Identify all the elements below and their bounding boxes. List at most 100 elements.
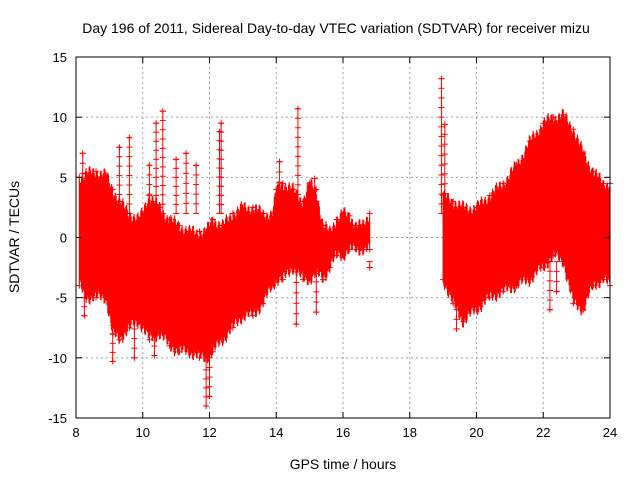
y-tick-label: 5 [60, 170, 67, 185]
y-tick-label: -15 [48, 411, 67, 426]
data-point-marker [126, 324, 133, 331]
data-point-marker [203, 228, 210, 235]
data-point-marker [186, 348, 193, 355]
data-point-marker [450, 198, 457, 205]
x-tick-label: 8 [72, 425, 79, 440]
spike-point [276, 158, 283, 165]
spike-point [126, 134, 133, 141]
data-point-marker [176, 348, 183, 355]
data-point-marker [306, 180, 313, 187]
spike-point [131, 354, 138, 361]
data-point-marker [196, 354, 203, 361]
data-point-marker [513, 162, 520, 169]
data-point-marker [346, 246, 353, 253]
data-point-marker [600, 276, 607, 283]
data-point-marker [353, 222, 360, 229]
data-point-marker [560, 111, 567, 118]
x-tick-label: 22 [536, 425, 550, 440]
spike-point [173, 156, 180, 163]
spike-point [81, 312, 88, 319]
data-point-marker [570, 300, 577, 307]
data-point-marker [166, 342, 173, 349]
data-point-marker [229, 210, 236, 217]
data-point-marker [346, 212, 353, 219]
data-point-marker [526, 138, 533, 145]
data-point-marker [540, 264, 547, 271]
data-point-marker [360, 222, 367, 229]
data-point-marker [156, 204, 163, 211]
data-point-marker [450, 300, 457, 307]
data-point-marker [269, 282, 276, 289]
data-point-marker [109, 186, 116, 193]
y-tick-label: 15 [53, 50, 67, 65]
data-point-marker [219, 222, 226, 229]
data-point-marker [600, 180, 607, 187]
data-point-marker [500, 288, 507, 295]
spike-point [438, 75, 445, 82]
x-tick-label: 20 [469, 425, 483, 440]
data-point-marker [289, 264, 296, 271]
spike-point [546, 306, 553, 313]
data-point-marker [166, 216, 173, 223]
spike-point [366, 264, 373, 271]
data-point-marker [103, 171, 110, 178]
data-point-marker [76, 282, 83, 289]
y-tick-label: 10 [53, 110, 67, 125]
data-point-marker [366, 210, 373, 217]
data-layer [76, 75, 613, 409]
data-point-marker [103, 294, 110, 301]
data-point-marker [229, 324, 236, 331]
data-point-marker [319, 222, 326, 229]
spike-point [151, 352, 158, 359]
data-point-marker [136, 216, 143, 223]
data-point-marker [580, 150, 587, 157]
data-point-marker [299, 198, 306, 205]
data-point-marker [93, 294, 100, 301]
data-point-marker [560, 258, 567, 265]
data-point-marker [209, 216, 216, 223]
chart-title: Day 196 of 2011, Sidereal Day-to-day VTE… [82, 20, 590, 36]
spike-point [218, 120, 225, 127]
data-point-marker [460, 318, 467, 325]
data-point-marker [526, 276, 533, 283]
data-point-marker [249, 204, 256, 211]
data-point-marker [279, 180, 286, 187]
spike-point [183, 150, 190, 157]
y-tick-label: -10 [48, 351, 67, 366]
data-point-marker [299, 276, 306, 283]
data-point-marker [176, 222, 183, 229]
data-point-marker [473, 204, 480, 211]
x-tick-label: 18 [403, 425, 417, 440]
data-point-marker [219, 336, 226, 343]
data-point-marker [440, 276, 447, 283]
data-point-marker [473, 306, 480, 313]
x-tick-label: 14 [269, 425, 283, 440]
data-point-marker [279, 276, 286, 283]
data-point-marker [239, 204, 246, 211]
y-tick-label: -5 [55, 291, 67, 306]
data-point-marker [273, 276, 280, 283]
data-point-marker [513, 282, 520, 289]
data-point-marker [326, 264, 333, 271]
spike-point [159, 108, 166, 115]
spike-point [79, 150, 86, 157]
data-point-marker [333, 252, 340, 259]
ticks: 8 10 12 14 16 18 20 22 24 -15 -10 -5 0 5 10 15 [48, 50, 617, 440]
data-point-marker [259, 210, 266, 217]
spike-point [153, 120, 160, 127]
spike-point [311, 175, 318, 182]
data-point-marker [486, 192, 493, 199]
data-point-marker [319, 276, 326, 283]
data-point-marker [550, 252, 557, 259]
spike-point [109, 358, 116, 365]
spike-point [206, 393, 213, 400]
spike-point [146, 162, 153, 169]
data-point-marker [209, 348, 216, 355]
spike-point [553, 288, 560, 295]
data-point-marker [500, 180, 507, 187]
x-axis-title: GPS time / hours [290, 456, 397, 472]
data-point-marker [136, 318, 143, 325]
data-point-marker [590, 168, 597, 175]
data-point-marker [590, 282, 597, 289]
